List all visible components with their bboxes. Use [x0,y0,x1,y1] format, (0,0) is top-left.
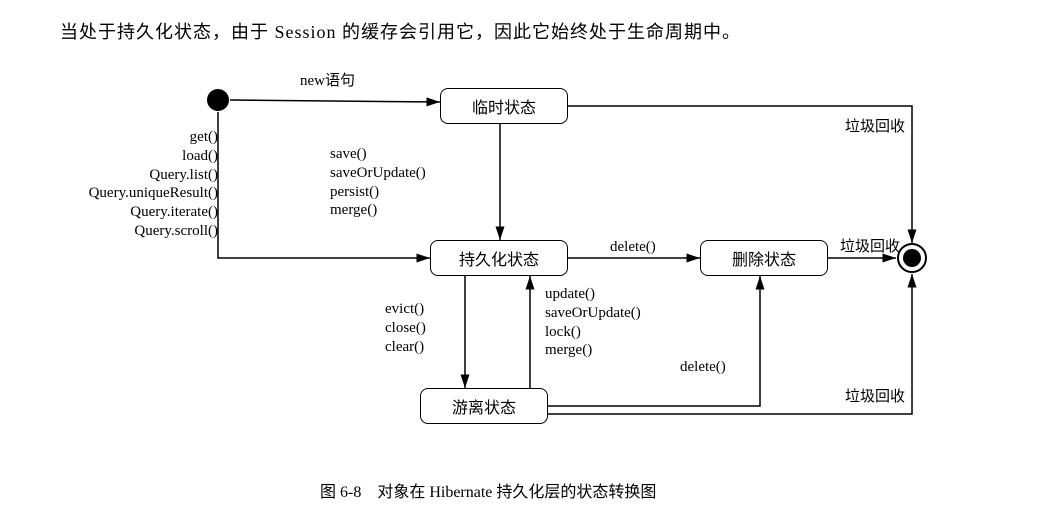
state-temp-label: 临时状态 [472,94,536,118]
state-persist-label: 持久化状态 [459,246,539,270]
state-detached-label: 游离状态 [452,394,516,418]
state-deleted: 删除状态 [700,240,828,276]
label-deleted-gc: 垃圾回收 [840,238,900,257]
intro-text: 当处于持久化状态，由于 Session 的缓存会引用它，因此它始终处于生命周期中… [60,18,741,44]
label-delete2: delete() [680,358,726,377]
figure-caption: 图 6-8 对象在 Hibernate 持久化层的状态转换图 [320,478,656,502]
label-update: update()saveOrUpdate()lock()merge() [545,285,641,360]
end-node-inner [903,249,921,267]
start-node [207,89,229,111]
state-persist: 持久化状态 [430,240,568,276]
state-temp: 临时状态 [440,88,568,124]
label-get-load: get()load()Query.list()Query.uniqueResul… [60,128,218,241]
state-detached: 游离状态 [420,388,548,424]
state-deleted-label: 删除状态 [732,246,796,270]
label-new: new语句 [300,72,355,91]
label-evict: evict()close()clear() [385,300,426,356]
label-delete1: delete() [610,238,656,257]
label-temp-gc: 垃圾回收 [845,118,905,137]
end-node [897,243,927,273]
label-save: save()saveOrUpdate()persist()merge() [330,145,426,220]
label-detached-gc: 垃圾回收 [845,388,905,407]
